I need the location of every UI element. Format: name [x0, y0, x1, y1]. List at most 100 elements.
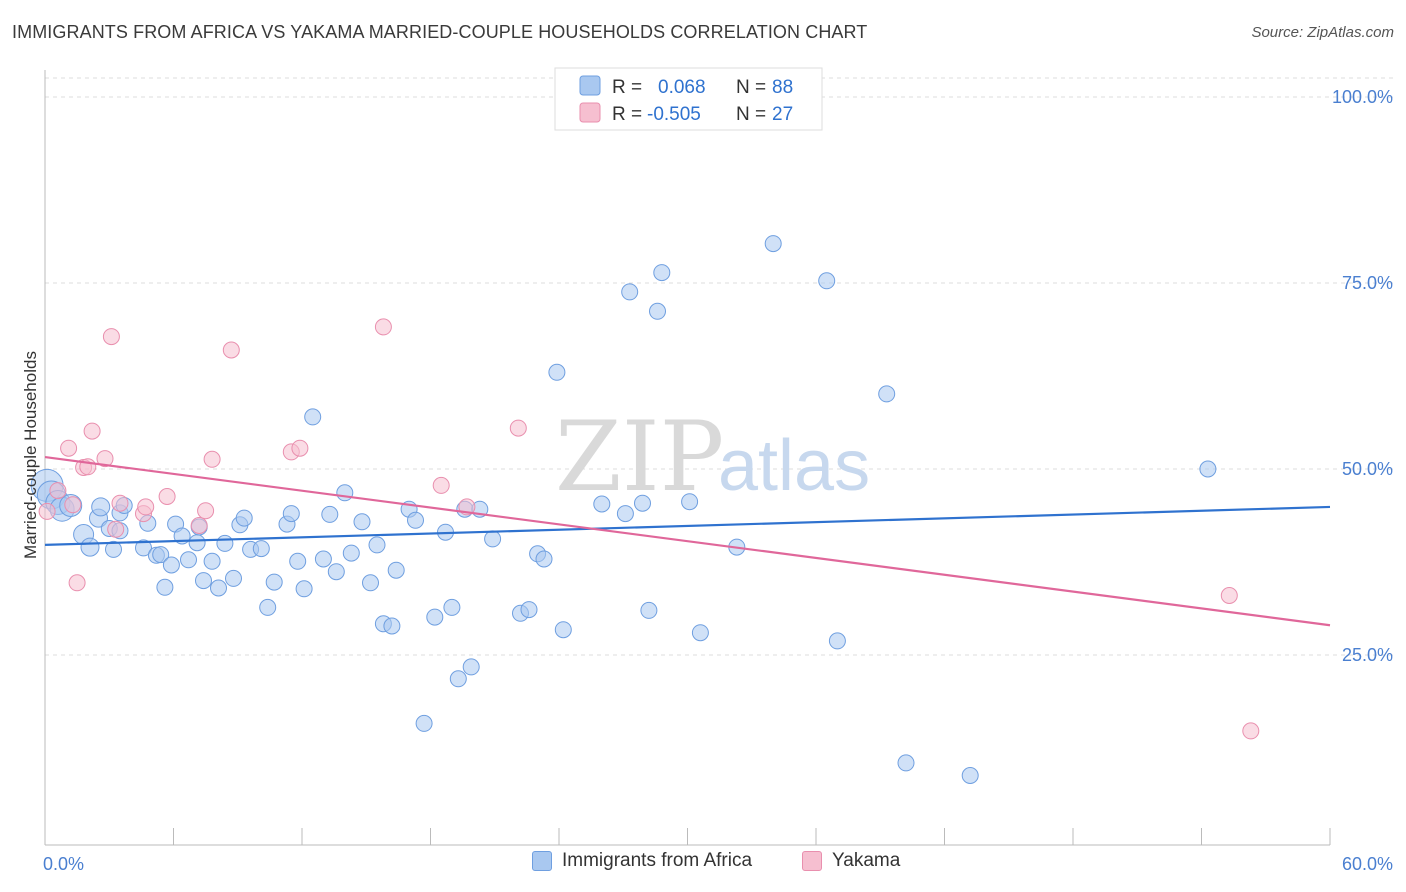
trend-line-africa — [44, 505, 1331, 546]
point-yakama — [102, 328, 120, 346]
point-africa — [554, 621, 572, 639]
stats-legend-swatch-yakama — [579, 102, 601, 123]
point-africa — [180, 551, 197, 569]
point-africa — [443, 598, 461, 616]
point-africa — [289, 552, 307, 570]
point-yakama — [222, 341, 240, 359]
point-africa — [897, 754, 915, 772]
point-africa — [265, 573, 283, 591]
point-africa — [593, 495, 611, 513]
point-africa — [616, 505, 634, 523]
stats-legend-r-value-yakama: -0.505 — [647, 104, 701, 125]
watermark-atlas: atlas — [718, 426, 870, 506]
point-africa — [634, 494, 651, 512]
stats-legend-n-label-yakama: N = — [736, 104, 766, 125]
watermark-zip: ZIP — [555, 401, 724, 513]
stats-legend-r-label-yakama: R = — [612, 104, 642, 125]
point-africa — [548, 363, 566, 381]
point-africa — [764, 235, 782, 253]
point-africa — [188, 534, 206, 552]
point-yakama — [197, 502, 215, 520]
point-africa — [295, 580, 313, 598]
point-yakama — [374, 318, 392, 336]
point-yakama — [1242, 722, 1260, 740]
point-africa — [387, 561, 405, 579]
legend-item-africa: Immigrants from Africa — [532, 850, 752, 872]
point-africa — [691, 624, 709, 642]
point-africa — [252, 540, 270, 558]
point-africa — [621, 283, 639, 301]
point-africa — [462, 658, 480, 676]
point-africa — [321, 505, 339, 523]
x-tick-label: 60.0% — [1342, 854, 1393, 874]
point-yakama — [60, 439, 78, 457]
point-africa — [649, 302, 666, 320]
legend-swatch-africa — [532, 851, 552, 871]
point-africa — [828, 632, 846, 650]
x-tick-marks — [44, 828, 1331, 845]
y-tick-label: 25.0% — [1342, 645, 1393, 665]
trend-lines — [44, 456, 1331, 627]
point-yakama — [68, 574, 86, 592]
point-africa — [216, 534, 234, 552]
point-yakama — [96, 450, 114, 468]
point-yakama — [64, 496, 82, 514]
point-yakama — [38, 502, 56, 520]
point-yakama — [111, 494, 129, 512]
point-yakama — [83, 422, 101, 440]
point-africa — [235, 509, 253, 527]
y-tick-label: 100.0% — [1332, 87, 1393, 107]
point-yakama — [291, 439, 309, 457]
point-yakama — [137, 498, 155, 516]
grid-lines — [45, 77, 1395, 656]
stats-legend-n-value-africa: 88 — [772, 77, 793, 98]
point-yakama — [158, 488, 176, 505]
point-africa — [327, 563, 345, 581]
point-africa — [135, 539, 152, 557]
point-africa — [353, 513, 371, 531]
legend-item-yakama: Yakama — [802, 850, 900, 872]
point-africa — [105, 540, 122, 558]
stats-legend-n-value-yakama: 27 — [772, 104, 793, 125]
point-africa — [1199, 460, 1217, 478]
x-tick-label: 0.0% — [43, 854, 84, 874]
point-africa — [407, 511, 424, 529]
legend-swatch-yakama — [802, 851, 822, 871]
point-africa — [484, 530, 502, 548]
point-africa — [681, 493, 699, 511]
point-africa — [152, 546, 170, 564]
point-africa — [961, 767, 979, 784]
point-africa — [342, 544, 360, 562]
y-tick-labels: 25.0% 50.0% 75.0% 100.0% — [1332, 87, 1393, 665]
stats-legend-n-label-africa: N = — [736, 77, 766, 98]
stats-legend-r-label-africa: R = — [612, 77, 642, 98]
point-africa — [415, 714, 433, 732]
point-africa — [91, 497, 111, 517]
point-africa — [80, 537, 100, 557]
point-yakama — [509, 419, 527, 437]
point-africa — [203, 552, 221, 570]
point-yakama — [107, 520, 125, 538]
point-africa — [225, 569, 242, 587]
legend-label-africa: Immigrants from Africa — [562, 850, 753, 871]
chart-title: IMMIGRANTS FROM AFRICA VS YAKAMA MARRIED… — [12, 22, 868, 42]
point-africa — [368, 536, 386, 554]
data-points — [30, 235, 1260, 784]
y-tick-label: 75.0% — [1342, 273, 1393, 293]
point-africa — [162, 556, 180, 574]
point-africa — [282, 505, 300, 523]
point-africa — [520, 601, 538, 619]
point-africa — [878, 385, 896, 403]
point-africa — [362, 574, 379, 592]
watermark: ZIP atlas — [555, 401, 870, 513]
point-africa — [259, 598, 277, 616]
point-africa — [640, 601, 658, 619]
point-africa — [449, 670, 467, 688]
point-yakama — [432, 476, 450, 494]
point-yakama — [203, 450, 221, 468]
point-africa — [210, 579, 227, 597]
y-tick-label: 50.0% — [1342, 459, 1393, 479]
point-yakama — [49, 482, 67, 500]
point-africa — [156, 578, 174, 596]
